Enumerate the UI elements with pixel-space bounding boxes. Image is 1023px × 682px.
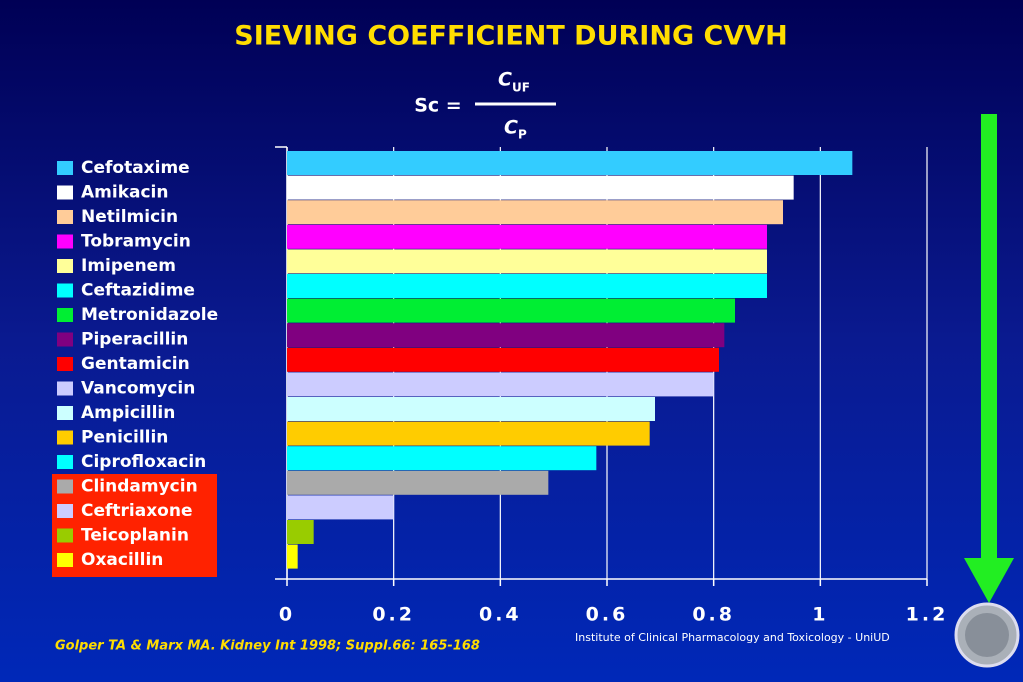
legend-swatch xyxy=(57,381,73,396)
bar xyxy=(287,298,735,323)
legend-swatch xyxy=(57,528,73,543)
x-tick-label: 1.2 xyxy=(906,604,949,626)
legend-swatch xyxy=(57,283,73,298)
legend-label: Cefotaxime xyxy=(81,158,190,178)
legend-label: Vancomycin xyxy=(81,379,195,399)
legend-label: Metronidazole xyxy=(81,305,218,325)
x-tick-label: 0.4 xyxy=(479,604,522,626)
bar xyxy=(287,470,549,495)
legend-label: Tobramycin xyxy=(81,232,191,252)
legend-swatch xyxy=(57,406,73,420)
legend-swatch xyxy=(57,234,73,249)
legend-label: Ceftriaxone xyxy=(81,501,193,521)
formula-denominator-sub: P xyxy=(518,128,527,142)
legend-swatch xyxy=(57,357,73,371)
bar xyxy=(287,446,597,471)
bar xyxy=(287,421,650,446)
x-tick-label: 0.2 xyxy=(372,604,415,626)
legend-swatch xyxy=(57,259,73,273)
legend-swatch xyxy=(57,161,73,175)
bar xyxy=(287,249,767,274)
legend-label: Ampicillin xyxy=(81,403,175,423)
x-tick-label: 0 xyxy=(279,604,295,626)
arrow-head xyxy=(964,558,1014,603)
bar xyxy=(287,175,794,200)
x-tick-label: 1 xyxy=(812,604,828,626)
legend-label: Imipenem xyxy=(81,256,176,276)
legend-swatch xyxy=(57,210,73,224)
legend-swatch xyxy=(57,185,73,200)
legend-swatch xyxy=(57,332,73,347)
legend-swatch xyxy=(57,504,73,518)
x-tick-label: 0.8 xyxy=(692,604,735,626)
legend-swatch xyxy=(57,430,73,445)
bar xyxy=(287,274,767,298)
bar xyxy=(287,397,655,421)
formula-left: Sc = xyxy=(414,95,461,117)
bar xyxy=(287,323,725,348)
legend-label: Ceftazidime xyxy=(81,281,195,301)
citation: Golper TA & Marx MA. Kidney Int 1998; Su… xyxy=(55,639,480,654)
legend-label: Clindamycin xyxy=(81,477,198,497)
bar xyxy=(287,372,714,397)
legend-swatch xyxy=(57,479,73,494)
formula-numerator: C xyxy=(498,69,512,91)
chart-title: SIEVING COEFFICIENT DURING CVVH xyxy=(234,21,787,52)
bar xyxy=(287,544,298,569)
legend-label: Amikacin xyxy=(81,183,168,203)
bar xyxy=(287,520,314,544)
legend-label: Teicoplanin xyxy=(81,526,189,546)
legend-highlight xyxy=(52,474,217,577)
bar xyxy=(287,347,719,372)
legend-label: Piperacillin xyxy=(81,330,188,350)
legend-label: Ciprofloxacin xyxy=(81,452,206,472)
institution: Institute of Clinical Pharmacology and T… xyxy=(575,631,890,644)
formula-numerator-sub: UF xyxy=(512,81,530,95)
bar xyxy=(287,224,767,249)
legend-label: Oxacillin xyxy=(81,550,163,570)
legend-label: Penicillin xyxy=(81,428,168,448)
bar xyxy=(287,495,394,520)
formula-denominator: C xyxy=(504,117,518,139)
legend-label: Gentamicin xyxy=(81,354,190,374)
legend-swatch xyxy=(57,553,73,567)
x-tick-label: 0.6 xyxy=(586,604,629,626)
legend-swatch xyxy=(57,455,73,469)
bar xyxy=(287,151,853,175)
seal-inner xyxy=(965,613,1009,657)
legend-swatch xyxy=(57,308,73,322)
bar xyxy=(287,200,783,225)
legend-label: Netilmicin xyxy=(81,207,178,227)
